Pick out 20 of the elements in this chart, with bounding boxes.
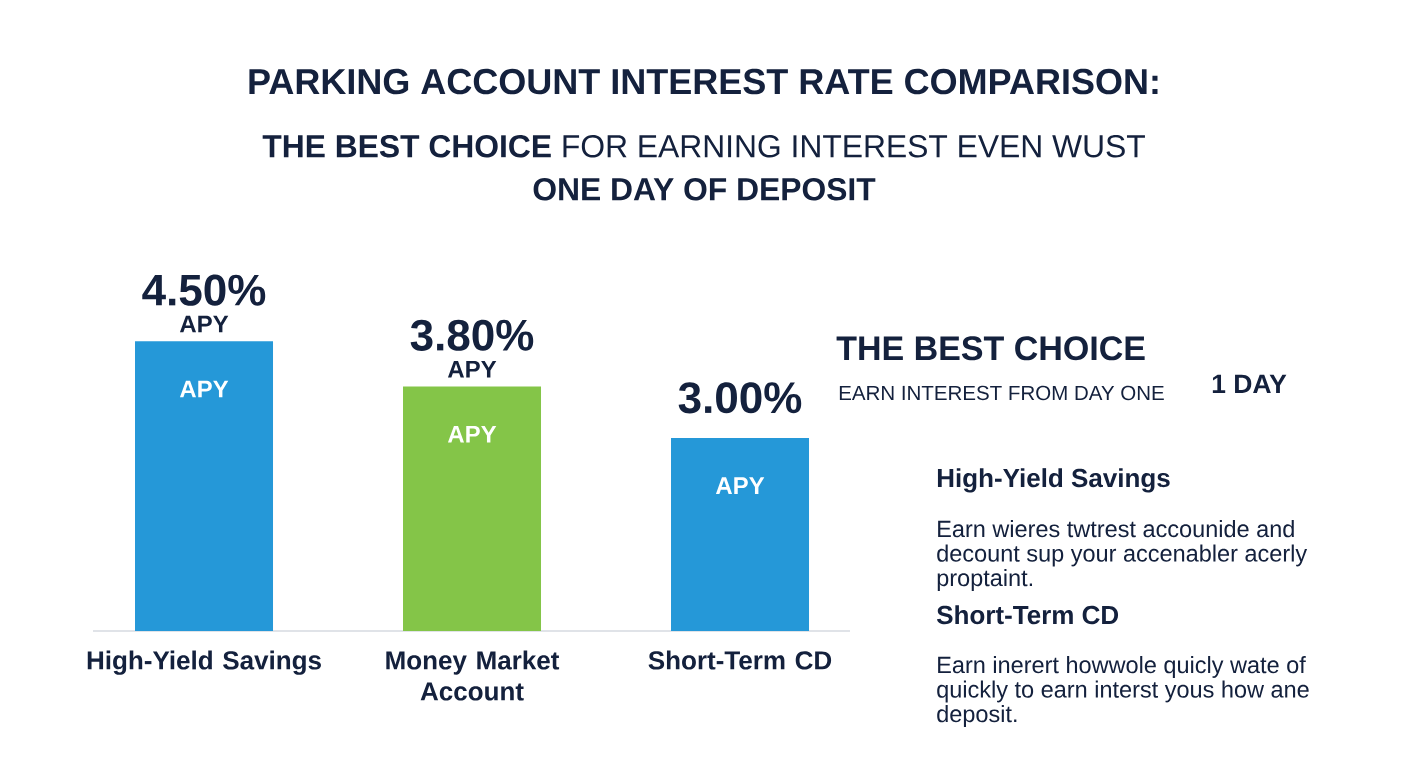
x-tick-label: Money Market Account [386,650,560,701]
text: Earn inerert howwole quicly wate of quickly to earn interst yous how ane deposit. [937,656,1309,727]
data-label: 3.00% [678,382,802,414]
text: Short-Term CD [936,605,1119,625]
data-label: 4.50% [142,274,266,306]
annotation: APY [179,380,229,398]
text: APY [179,315,229,333]
text: Earn wieres twtrest accounide and decount sup your accenabler acerly proptaint. [937,520,1308,591]
x-tick-label: Short-Term CD [648,650,832,670]
chart-subtitle: THE BEST CHOICE FOR EARNING INTEREST EVEN WUST ONE DAY OF DEPOSIT [262,134,1145,201]
annotation: APY [447,425,497,443]
data-label: 3.80% [410,319,534,351]
annotation: APY [715,477,765,494]
annotation: THE BEST CHOICE [836,336,1145,361]
annotation: EARN INTEREST FROM DAY ONE [839,385,1164,401]
text: High-Yield Savings [937,468,1170,493]
chart-title: PARKING ACCOUNT INTEREST RATE COMPARISON: [249,68,1158,95]
annotation: APY [447,360,497,378]
text: 1 DAY [1212,374,1287,393]
x-tick-label: High-Yield Savings [87,650,321,675]
